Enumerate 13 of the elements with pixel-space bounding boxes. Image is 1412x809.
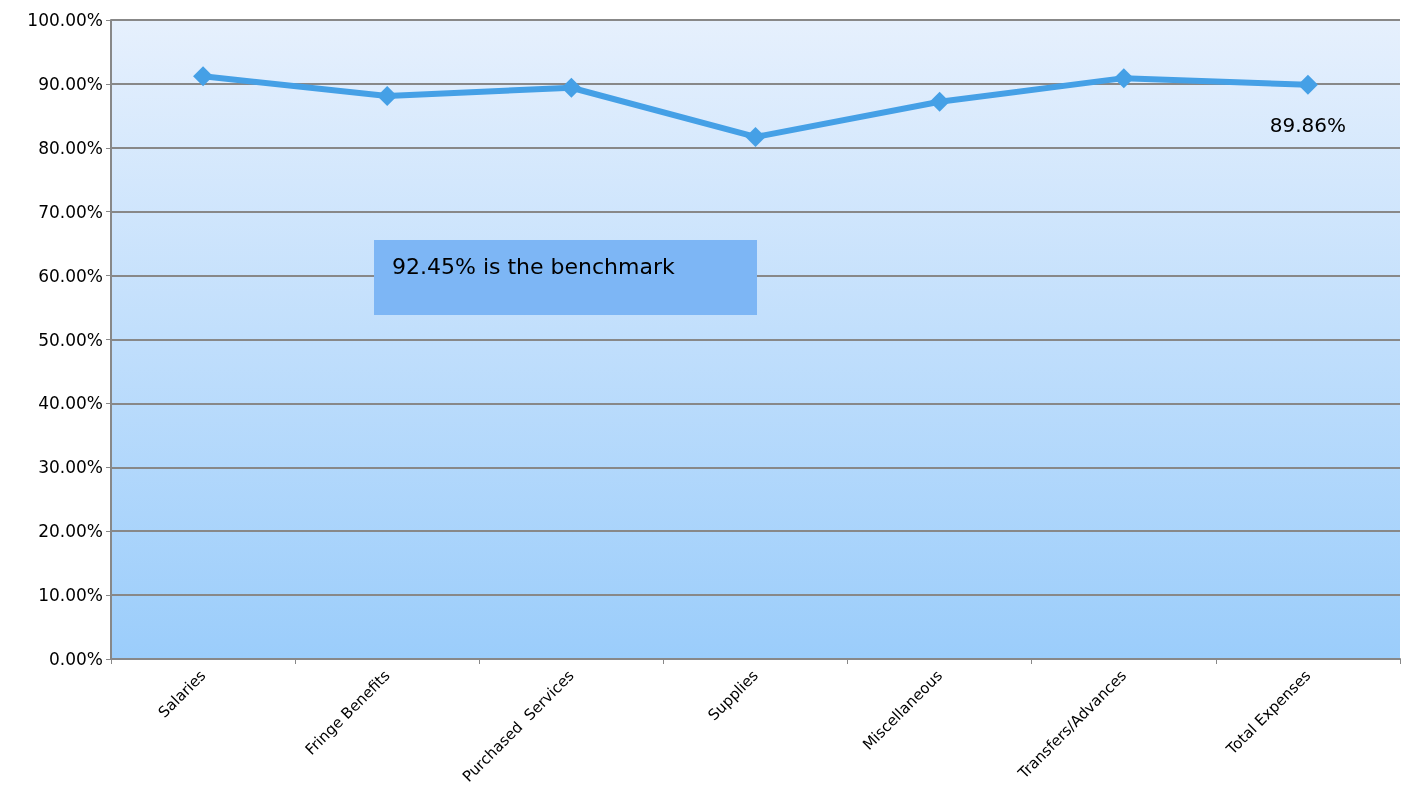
note-box: 92.45% is the benchmark: [374, 240, 757, 315]
y-tick-label: 30.00%: [38, 457, 103, 478]
y-tick-label: 40.00%: [38, 393, 103, 414]
y-tick-label: 90.00%: [38, 73, 103, 94]
y-tick-label: 20.00%: [38, 521, 103, 542]
y-tick-label: 10.00%: [38, 585, 103, 606]
y-tick-label: 50.00%: [38, 329, 103, 350]
y-tick-label: 0.00%: [48, 649, 103, 669]
y-tick-label: 60.00%: [38, 265, 103, 286]
data-label: 89.86%: [1269, 112, 1347, 137]
y-tick-label: 80.00%: [38, 137, 103, 158]
y-tick-label: 70.00%: [38, 201, 103, 222]
y-tick-label: 100.00%: [27, 10, 103, 30]
